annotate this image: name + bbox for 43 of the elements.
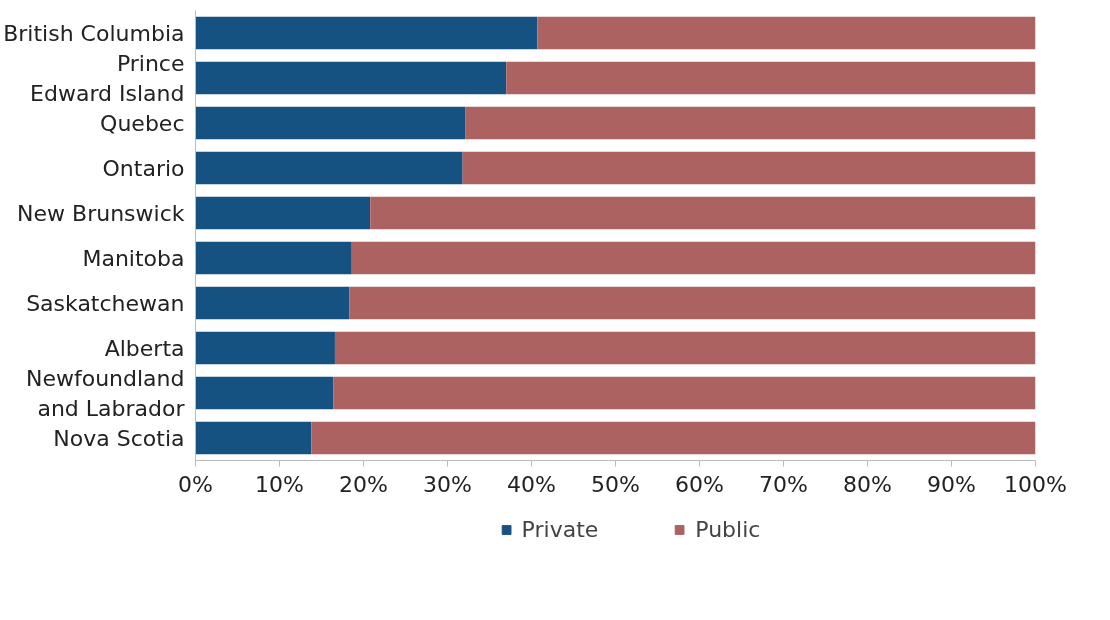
bar xyxy=(195,331,335,365)
x-tick-label: 20% xyxy=(339,471,388,497)
bar xyxy=(506,61,1036,95)
y-tick-label: Quebec xyxy=(100,110,185,136)
bar xyxy=(334,331,1036,365)
legend-label: Public xyxy=(695,516,761,542)
bar xyxy=(195,376,334,410)
x-tick-label: 100% xyxy=(1004,471,1067,497)
bar xyxy=(537,16,1036,50)
bar xyxy=(195,241,352,275)
legend-label: Private xyxy=(521,516,599,542)
bar xyxy=(351,241,1036,275)
bar xyxy=(333,376,1036,410)
x-tick-label: 90% xyxy=(927,471,976,497)
x-tick-label: 30% xyxy=(423,471,472,497)
x-tick-label: 70% xyxy=(759,471,808,497)
x-tick-label: 0% xyxy=(178,471,213,497)
bar xyxy=(465,106,1036,140)
bar xyxy=(195,286,350,320)
y-tick-label: Nova Scotia xyxy=(53,425,185,451)
bar xyxy=(195,421,312,455)
bar xyxy=(195,61,507,95)
bar xyxy=(195,151,463,185)
x-tick-label: 80% xyxy=(843,471,892,497)
y-tick-label: New Brunswick xyxy=(17,200,185,226)
y-tick-label: Newfoundland and Labrador xyxy=(25,365,186,421)
y-tick-label: Saskatchewan xyxy=(26,290,185,316)
x-tick-label: 50% xyxy=(591,471,640,497)
y-tick-label: Ontario xyxy=(102,155,185,181)
bar xyxy=(195,16,538,50)
y-tick-label: Prince Edward Island xyxy=(30,50,185,106)
bar xyxy=(195,196,371,230)
y-tick-label: Manitoba xyxy=(82,245,185,271)
bar xyxy=(462,151,1036,185)
x-tick-label: 40% xyxy=(507,471,556,497)
bar xyxy=(349,286,1036,320)
bar xyxy=(195,106,466,140)
bar xyxy=(370,196,1036,230)
y-tick-label: Alberta xyxy=(104,335,185,361)
bar xyxy=(311,421,1036,455)
x-tick-label: 10% xyxy=(255,471,304,497)
x-tick-label: 60% xyxy=(675,471,724,497)
y-tick-label: British Columbia xyxy=(3,20,185,46)
